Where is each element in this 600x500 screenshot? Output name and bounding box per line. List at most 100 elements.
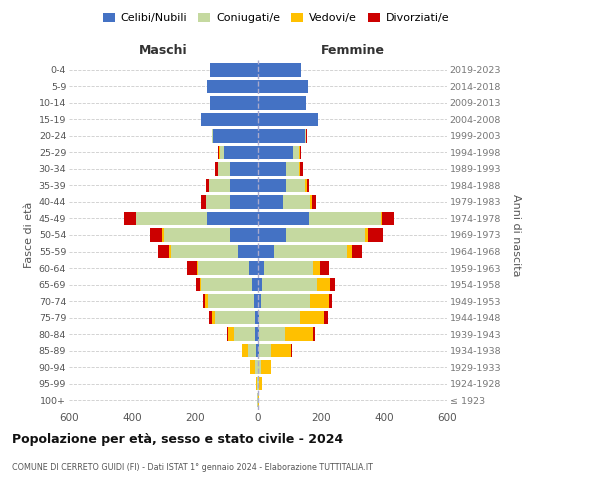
Bar — [196, 278, 200, 291]
Bar — [313, 328, 316, 340]
Bar — [352, 245, 362, 258]
Bar — [254, 294, 258, 308]
Text: Popolazione per età, sesso e stato civile - 2024: Popolazione per età, sesso e stato civil… — [12, 432, 343, 446]
Bar — [258, 64, 301, 76]
Bar — [330, 278, 335, 291]
Bar — [258, 96, 306, 110]
Bar — [258, 245, 274, 258]
Bar — [250, 360, 256, 374]
Bar — [205, 294, 208, 308]
Bar — [309, 212, 381, 225]
Bar — [259, 344, 271, 357]
Bar — [258, 294, 260, 308]
Bar — [258, 360, 260, 374]
Text: Femmine: Femmine — [320, 44, 385, 57]
Bar — [248, 344, 256, 357]
Text: COMUNE DI CERRETO GUIDI (FI) - Dati ISTAT 1° gennaio 2024 - Elaborazione TUTTITA: COMUNE DI CERRETO GUIDI (FI) - Dati ISTA… — [12, 462, 373, 471]
Bar — [291, 344, 292, 357]
Bar — [347, 245, 352, 258]
Bar — [311, 196, 316, 208]
Bar — [136, 212, 207, 225]
Bar — [202, 278, 253, 291]
Bar — [263, 262, 313, 274]
Bar — [229, 328, 234, 340]
Bar — [258, 130, 305, 142]
Bar — [230, 162, 258, 175]
Bar — [209, 179, 230, 192]
Bar — [202, 196, 206, 208]
Bar — [258, 311, 259, 324]
Bar — [200, 278, 202, 291]
Bar — [218, 146, 219, 159]
Bar — [230, 196, 258, 208]
Bar — [203, 294, 205, 308]
Bar — [313, 262, 320, 274]
Bar — [258, 262, 263, 274]
Bar — [305, 179, 307, 192]
Bar — [220, 146, 224, 159]
Bar — [242, 344, 248, 357]
Bar — [260, 360, 271, 374]
Bar — [206, 80, 258, 93]
Bar — [271, 344, 291, 357]
Bar — [257, 394, 258, 406]
Bar — [285, 328, 313, 340]
Bar — [286, 162, 299, 175]
Bar — [258, 212, 309, 225]
Bar — [260, 294, 310, 308]
Bar — [258, 113, 319, 126]
Bar — [256, 377, 257, 390]
Bar — [124, 212, 136, 225]
Bar — [249, 262, 258, 274]
Bar — [198, 262, 249, 274]
Bar — [200, 113, 258, 126]
Bar — [299, 162, 300, 175]
Bar — [324, 311, 328, 324]
Bar — [187, 262, 197, 274]
Bar — [258, 377, 259, 390]
Bar — [320, 262, 329, 274]
Bar — [259, 311, 299, 324]
Bar — [286, 228, 365, 241]
Bar — [150, 228, 162, 241]
Bar — [258, 328, 259, 340]
Bar — [286, 179, 305, 192]
Bar — [300, 146, 301, 159]
Bar — [307, 179, 309, 192]
Bar — [259, 377, 262, 390]
Bar — [256, 344, 258, 357]
Bar — [209, 311, 212, 324]
Bar — [207, 212, 258, 225]
Bar — [230, 228, 258, 241]
Y-axis label: Anni di nascita: Anni di nascita — [511, 194, 521, 276]
Bar — [306, 130, 307, 142]
Bar — [212, 130, 213, 142]
Bar — [258, 394, 259, 406]
Bar — [162, 228, 163, 241]
Bar — [206, 179, 209, 192]
Bar — [255, 311, 258, 324]
Bar — [213, 130, 258, 142]
Legend: Celibi/Nubili, Coniugati/e, Vedovi/e, Divorziati/e: Celibi/Nubili, Coniugati/e, Vedovi/e, Di… — [98, 8, 454, 28]
Bar — [258, 80, 308, 93]
Bar — [299, 146, 300, 159]
Bar — [238, 245, 258, 258]
Bar — [224, 146, 258, 159]
Bar — [310, 196, 311, 208]
Bar — [218, 162, 230, 175]
Bar — [283, 196, 310, 208]
Bar — [197, 262, 198, 274]
Bar — [253, 278, 258, 291]
Bar — [310, 294, 329, 308]
Y-axis label: Fasce di età: Fasce di età — [25, 202, 34, 268]
Bar — [163, 228, 230, 241]
Bar — [305, 130, 306, 142]
Bar — [274, 245, 347, 258]
Bar — [230, 179, 258, 192]
Bar — [257, 377, 258, 390]
Bar — [381, 212, 382, 225]
Bar — [219, 146, 220, 159]
Bar — [258, 179, 286, 192]
Bar — [382, 212, 394, 225]
Bar — [256, 328, 258, 340]
